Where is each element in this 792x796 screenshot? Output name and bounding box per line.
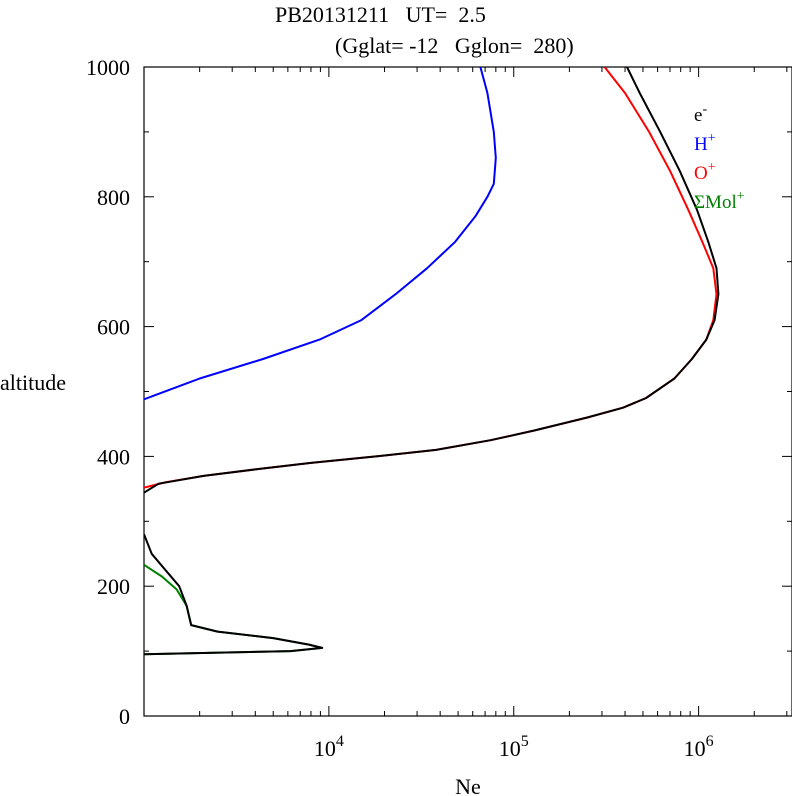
legend-entry-mol: ΣMol+ bbox=[694, 189, 745, 213]
y-tick-label: 1000 bbox=[86, 55, 130, 80]
x-tick-label: 105 bbox=[499, 733, 529, 761]
series-line-h bbox=[144, 67, 497, 401]
x-axis-label: Ne bbox=[455, 774, 481, 796]
y-tick-label: 400 bbox=[97, 444, 130, 469]
chart-title-line2: (Gglat= -12 Gglon= 280) bbox=[335, 33, 574, 58]
legend-entry-h: H+ bbox=[694, 131, 716, 155]
series-line-e bbox=[144, 67, 720, 656]
series-lines bbox=[144, 67, 720, 656]
x-tick-label: 106 bbox=[684, 733, 714, 761]
legend-entry-o: O+ bbox=[694, 160, 716, 184]
y-tick-label: 0 bbox=[119, 704, 130, 729]
legend: e- H+ O+ ΣMol+ bbox=[694, 102, 745, 213]
x-tick-label: 104 bbox=[314, 733, 344, 761]
y-tick-label: 200 bbox=[97, 574, 130, 599]
y-tick-label: 800 bbox=[97, 185, 130, 210]
series-line-mol bbox=[144, 563, 324, 656]
chart-title-line1: PB20131211 UT= 2.5 bbox=[275, 2, 486, 27]
legend-entry-e: e- bbox=[694, 102, 707, 126]
y-tick-label: 600 bbox=[97, 315, 130, 340]
y-axis-label: altitude bbox=[0, 370, 66, 395]
series-line-o bbox=[144, 67, 718, 489]
axis-tick-labels: 0 200 400 600 800 1000 104 105 106 bbox=[86, 55, 714, 761]
axis-ticks bbox=[143, 66, 792, 717]
